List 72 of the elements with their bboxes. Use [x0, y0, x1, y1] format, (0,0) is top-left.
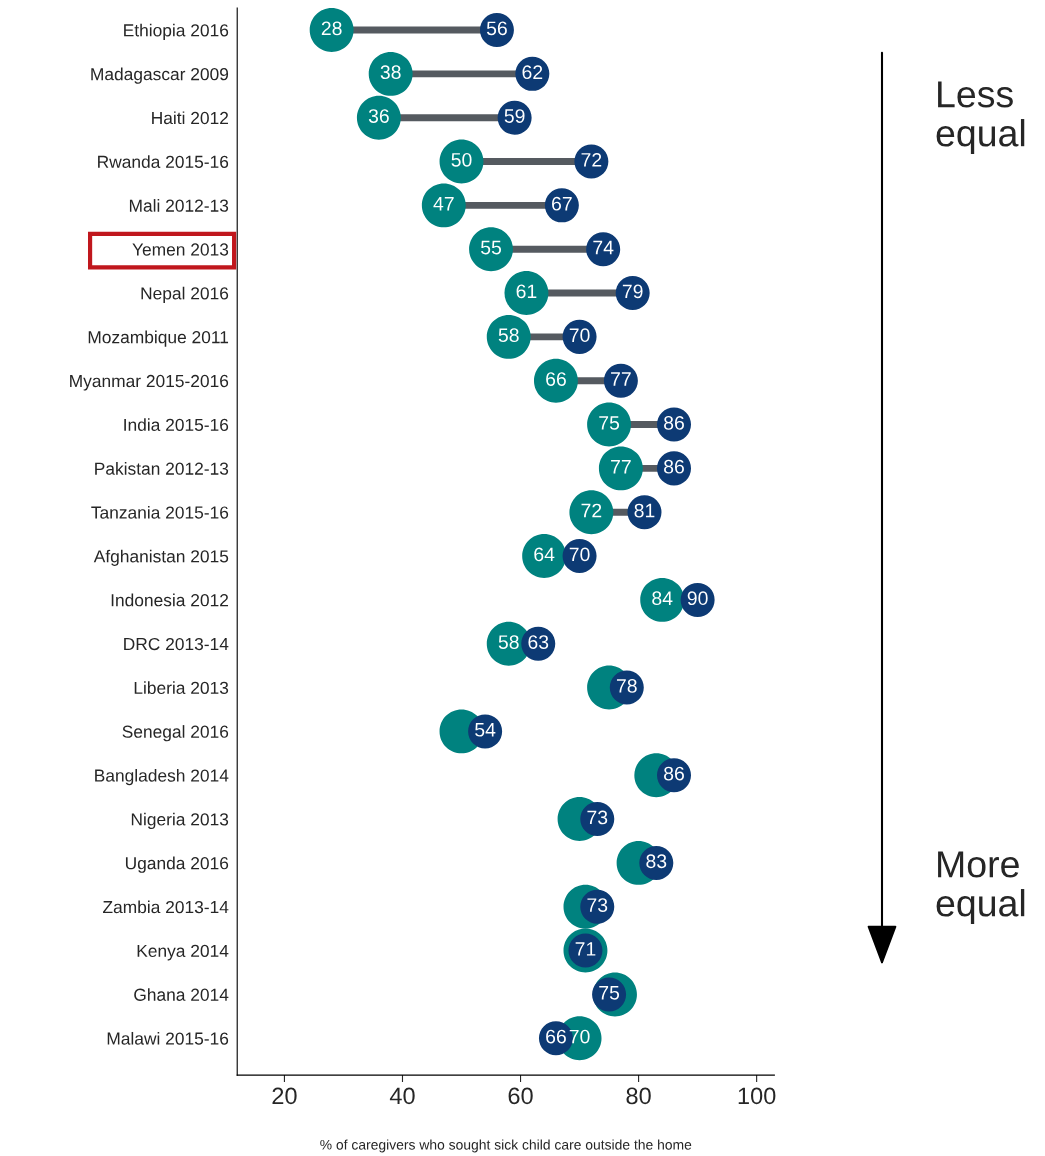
data-label: 77	[611, 460, 631, 474]
data-label: 74	[593, 240, 614, 255]
data-label: 55	[480, 240, 502, 255]
y-tick-label: Madagascar 2009	[91, 67, 229, 84]
text: Less equal	[936, 81, 1025, 154]
data-label: 81	[634, 503, 655, 518]
data-label: 78	[616, 679, 637, 693]
x-tick-label: 100	[738, 1087, 776, 1105]
data-label: 90	[687, 591, 708, 606]
y-tick-label: Zambia 2013-14	[103, 900, 229, 914]
y-tick-label: Uganda 2016	[125, 856, 229, 873]
data-label: 84	[652, 591, 673, 606]
data-label: 61	[516, 284, 537, 299]
y-tick-label: Mali 2012-13	[129, 199, 229, 212]
data-label: 50	[451, 152, 472, 167]
data-label: 56	[486, 21, 507, 36]
data-label: 59	[504, 109, 525, 123]
y-tick-label: India 2015-16	[124, 418, 229, 431]
y-tick-label: Ethiopia 2016	[124, 23, 229, 40]
y-tick-label: Tanzania 2015-16	[91, 505, 229, 519]
x-tick-label: 40	[389, 1087, 415, 1105]
data-label: 79	[622, 284, 643, 299]
data-label: 70	[569, 328, 590, 343]
y-tick-label: Nigeria 2013	[131, 812, 229, 829]
data-label: 38	[380, 65, 401, 80]
data-label: 58	[498, 635, 519, 649]
data-label: 75	[599, 416, 620, 430]
data-label: 64	[534, 547, 555, 562]
data-label: 86	[664, 766, 684, 781]
data-label: 75	[599, 986, 620, 1000]
y-tick-label: Bangladesh 2014	[95, 768, 229, 786]
y-tick-label: Malawi 2015-16	[107, 1031, 229, 1045]
y-tick-label: Myanmar 2015-2016	[70, 374, 229, 391]
data-label: 73	[587, 810, 608, 825]
data-label: 28	[321, 21, 342, 36]
data-label: 66	[546, 372, 566, 386]
data-label: 36	[368, 109, 389, 123]
y-tick-label: Kenya 2014	[137, 944, 229, 961]
data-label: 86	[664, 459, 684, 474]
y-tick-label: Rwanda 2015-16	[98, 155, 229, 168]
y-tick-label: Mozambique 2011	[88, 330, 229, 347]
data-label: 62	[522, 65, 543, 80]
y-tick-label: Liberia 2013	[134, 681, 229, 695]
data-label: 72	[581, 152, 602, 167]
data-label: 73	[587, 898, 608, 912]
y-tick-label: DRC 2013-14	[124, 637, 229, 651]
data-label: 72	[581, 503, 602, 518]
data-label: 67	[552, 196, 572, 211]
y-tick-label: Senegal 2016	[122, 725, 229, 742]
x-tick-label: 60	[508, 1087, 533, 1105]
data-label: 70	[569, 1029, 590, 1044]
y-tick-label: Yemen 2013	[132, 243, 229, 256]
x-tick-label: 80	[626, 1087, 651, 1105]
y-tick-label: Indonesia 2012	[111, 593, 229, 607]
y-tick-label: Haiti 2012	[152, 111, 229, 125]
data-label: 58	[498, 328, 519, 343]
x-axis-title: % of caregivers who sought sick child care outside the home	[320, 1139, 692, 1153]
data-label: 63	[528, 635, 549, 649]
text: More equal	[936, 851, 1025, 924]
y-tick-label: Nepal 2016	[141, 286, 229, 303]
data-label: 86	[664, 415, 684, 430]
y-tick-label: Ghana 2014	[134, 988, 229, 1001]
data-label: 83	[646, 854, 667, 869]
data-label: 66	[546, 1029, 566, 1044]
data-label: 77	[611, 372, 631, 386]
data-label: 54	[475, 723, 496, 737]
y-tick-label: Afghanistan 2015	[93, 549, 229, 566]
data-label: 71	[575, 942, 596, 956]
y-tick-label: Pakistan 2012-13	[95, 462, 229, 475]
data-label: 47	[433, 197, 454, 211]
data-label: 70	[569, 547, 590, 562]
x-tick-label: 20	[272, 1087, 297, 1105]
